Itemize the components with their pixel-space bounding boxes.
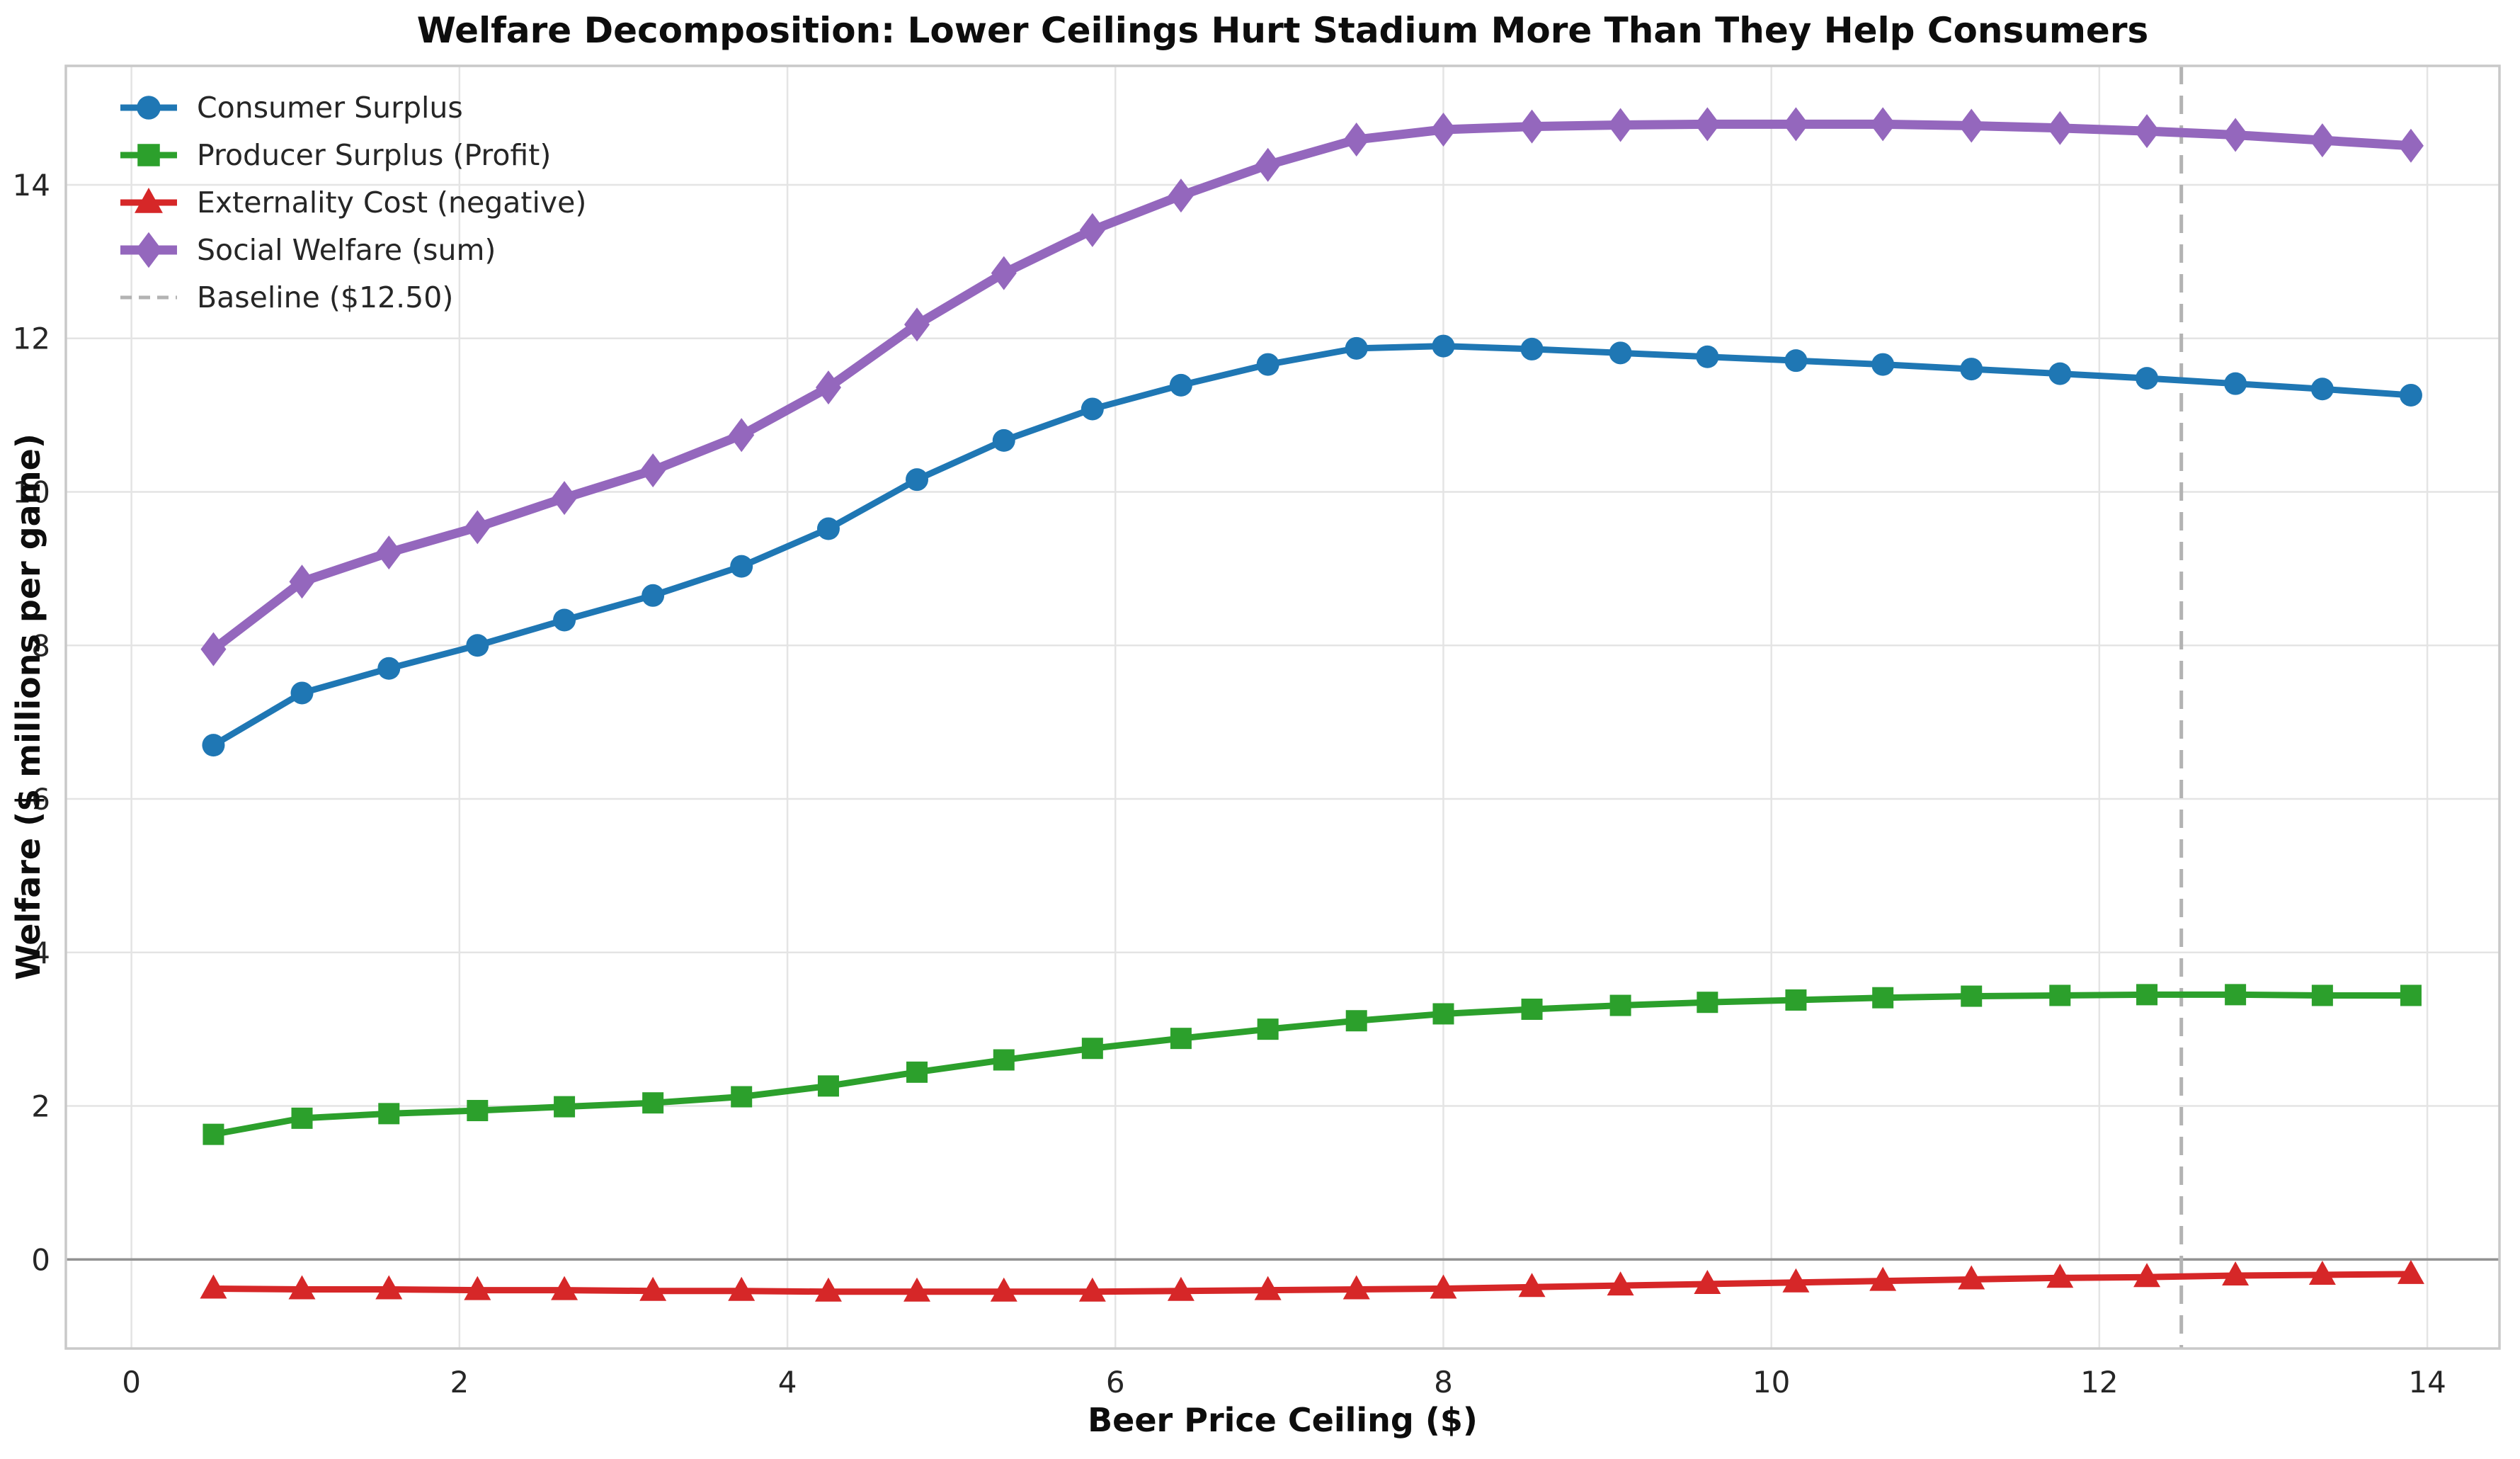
y-tick-label: 8: [31, 628, 50, 663]
legend-item-social-welfare-sum: Social Welfare (sum): [119, 226, 586, 273]
x-tick-label: 12: [2080, 1365, 2118, 1400]
legend-label: Consumer Surplus: [197, 90, 463, 125]
series-consumer-surplus: [202, 334, 2422, 757]
legend-label: Producer Surplus (Profit): [197, 137, 552, 172]
plot-area: [66, 66, 2499, 1349]
series-externality-cost-negative: [200, 1259, 2424, 1302]
legend: Consumer Surplus Producer Surplus (Profit…: [119, 84, 586, 321]
x-tick-label: 4: [778, 1365, 797, 1400]
x-tick-label: 0: [122, 1365, 141, 1400]
legend-sample-square-swatch: [120, 143, 177, 166]
y-tick-labels: 0 2 4 6 8 10 12 14: [13, 168, 50, 1277]
legend-label: Baseline ($12.50): [197, 280, 454, 314]
legend-sample-triangle-swatch: [120, 187, 177, 213]
x-tick-label: 2: [450, 1365, 469, 1400]
y-tick-label: 0: [31, 1242, 50, 1277]
legend-item-producer-surplus-profit: Producer Surplus (Profit): [119, 131, 586, 178]
x-tick-label: 6: [1106, 1365, 1125, 1400]
x-tick-label: 14: [2408, 1365, 2446, 1400]
plot-border: [64, 64, 2501, 1350]
legend-label: Externality Cost (negative): [197, 185, 587, 220]
y-tick-label: 2: [31, 1089, 50, 1124]
legend-sample-circle-swatch: [120, 95, 177, 120]
x-axis-label: Beer Price Ceiling ($): [1088, 1401, 1478, 1439]
y-axis-label: Welfare ($ millions per game): [9, 433, 47, 980]
legend-sample-diamond-swatch: [120, 232, 177, 268]
y-tick-label: 4: [31, 936, 50, 970]
y-tick-label: 12: [13, 322, 50, 356]
legend-label: Social Welfare (sum): [197, 232, 496, 267]
x-tick-label: 10: [1752, 1365, 1790, 1400]
x-tick-labels: 0 2 4 6 8 10 12 14: [122, 1365, 2446, 1400]
y-tick-label: 10: [13, 475, 50, 509]
legend-sample-dashed-swatch: [120, 295, 177, 299]
chart-title: Welfare Decomposition: Lower Ceilings Hu…: [416, 10, 2149, 51]
legend-item-externality-cost-negative: Externality Cost (negative): [119, 178, 586, 226]
series-social-welfare-sum: [200, 107, 2424, 666]
legend-item-baseline-12-50: Baseline ($12.50): [119, 273, 586, 321]
series-producer-surplus-profit: [203, 984, 2422, 1145]
legend-item-consumer-surplus: Consumer Surplus: [119, 84, 586, 131]
y-tick-label: 6: [31, 782, 50, 817]
x-tick-label: 8: [1434, 1365, 1453, 1400]
y-tick-label: 14: [13, 168, 50, 203]
